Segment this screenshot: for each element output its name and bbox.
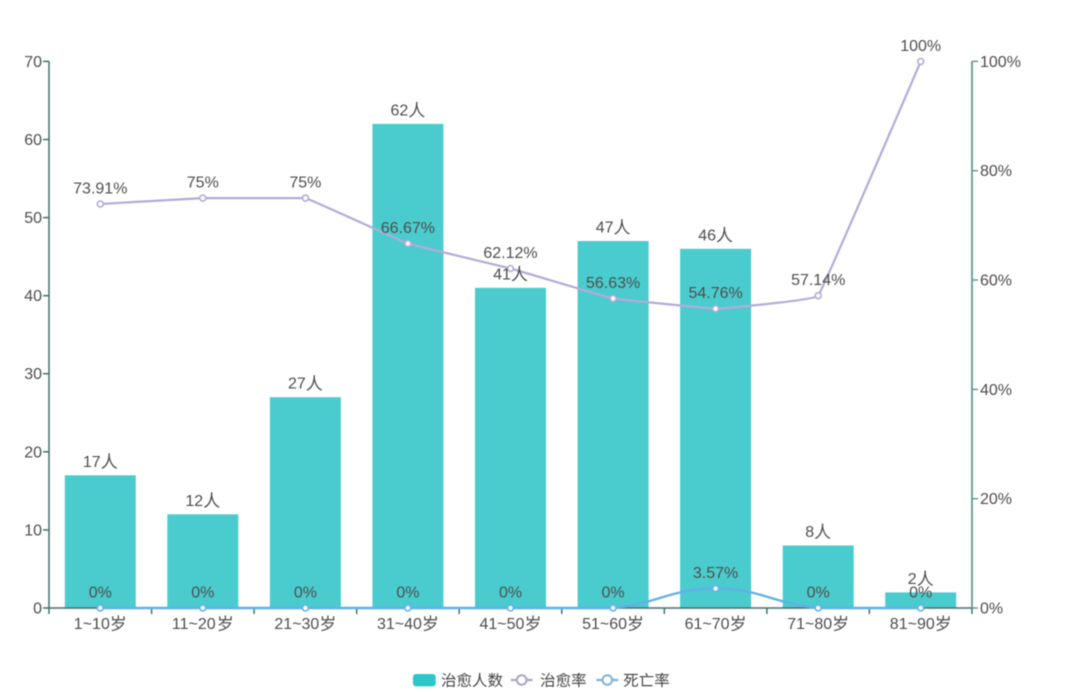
svg-text:0%: 0% bbox=[980, 601, 1003, 618]
svg-text:46: 46 bbox=[698, 227, 716, 244]
svg-text:0%: 0% bbox=[909, 585, 932, 602]
svg-text:62: 62 bbox=[391, 102, 409, 119]
svg-text:60: 60 bbox=[24, 132, 42, 149]
svg-text:31~40: 31~40 bbox=[377, 616, 422, 633]
svg-text:60%: 60% bbox=[980, 273, 1012, 290]
svg-text:21~30: 21~30 bbox=[274, 616, 319, 633]
svg-text:73.91%: 73.91% bbox=[73, 181, 127, 198]
svg-text:62.12%: 62.12% bbox=[483, 245, 537, 262]
svg-text:0%: 0% bbox=[807, 585, 830, 602]
svg-text:8: 8 bbox=[805, 524, 814, 541]
svg-text:61~70: 61~70 bbox=[685, 616, 730, 633]
svg-text:0%: 0% bbox=[396, 585, 419, 602]
svg-text:0%: 0% bbox=[191, 585, 214, 602]
svg-text:70: 70 bbox=[24, 54, 42, 71]
svg-text:40%: 40% bbox=[980, 382, 1012, 399]
svg-text:17: 17 bbox=[83, 454, 101, 471]
svg-text:0%: 0% bbox=[602, 585, 625, 602]
svg-text:30: 30 bbox=[24, 366, 42, 383]
svg-text:80%: 80% bbox=[980, 163, 1012, 180]
svg-text:0%: 0% bbox=[89, 585, 112, 602]
svg-text:0: 0 bbox=[33, 601, 42, 618]
svg-text:41~50: 41~50 bbox=[480, 616, 525, 633]
svg-text:54.76%: 54.76% bbox=[688, 285, 742, 302]
svg-text:11~20: 11~20 bbox=[172, 616, 216, 633]
svg-text:51~60: 51~60 bbox=[582, 616, 627, 633]
svg-text:71~80: 71~80 bbox=[787, 616, 832, 633]
svg-text:47: 47 bbox=[596, 220, 614, 237]
svg-text:50: 50 bbox=[24, 210, 42, 227]
svg-text:66.67%: 66.67% bbox=[381, 220, 435, 237]
svg-text:3.57%: 3.57% bbox=[693, 565, 738, 582]
svg-text:57.14%: 57.14% bbox=[791, 272, 845, 289]
svg-text:56.63%: 56.63% bbox=[586, 275, 640, 292]
svg-text:75%: 75% bbox=[187, 175, 219, 192]
svg-text:41: 41 bbox=[493, 266, 511, 283]
svg-text:0%: 0% bbox=[294, 585, 317, 602]
svg-text:20: 20 bbox=[24, 444, 42, 461]
svg-text:40: 40 bbox=[24, 288, 42, 305]
svg-text:10: 10 bbox=[24, 522, 42, 539]
svg-text:1~10: 1~10 bbox=[74, 616, 110, 633]
svg-text:0%: 0% bbox=[499, 585, 522, 602]
svg-text:75%: 75% bbox=[289, 175, 321, 192]
svg-text:81~90: 81~90 bbox=[890, 616, 935, 633]
svg-text:100%: 100% bbox=[980, 54, 1021, 71]
svg-text:100%: 100% bbox=[900, 38, 941, 55]
svg-text:20%: 20% bbox=[980, 491, 1012, 508]
svg-text:2: 2 bbox=[908, 571, 917, 588]
svg-text:12: 12 bbox=[185, 493, 203, 510]
svg-text:27: 27 bbox=[288, 376, 306, 393]
